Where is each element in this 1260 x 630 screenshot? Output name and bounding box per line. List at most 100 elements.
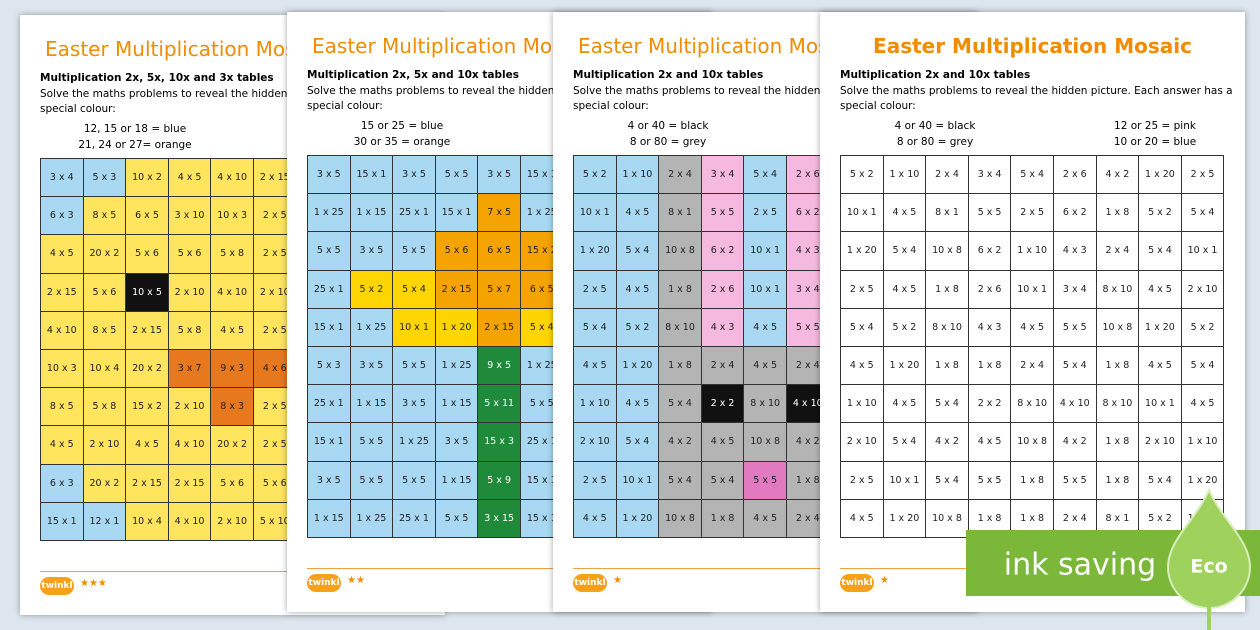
mosaic-cell: 1 x 25 bbox=[393, 423, 436, 462]
mosaic-cell: 1 x 25 bbox=[350, 308, 394, 347]
mosaic-cell: 4 x 3 bbox=[968, 308, 1012, 347]
mosaic-cell: 3 x 5 bbox=[308, 461, 351, 500]
mosaic-cell: 5 x 5 bbox=[1053, 461, 1097, 500]
mosaic-cell: 2 x 6 bbox=[701, 270, 745, 309]
mosaic-cell: 12 x 1 bbox=[83, 502, 127, 541]
mosaic-cell: 4 x 5 bbox=[616, 194, 660, 233]
mosaic-cell: 4 x 5 bbox=[41, 426, 84, 465]
mosaic-cell: 3 x 5 bbox=[435, 423, 479, 462]
mosaic-cell: 8 x 5 bbox=[41, 388, 84, 427]
key-line: 8 or 80 = grey bbox=[896, 136, 974, 148]
mosaic-cell: 5 x 4 bbox=[659, 385, 702, 424]
mosaic-cell: 1 x 15 bbox=[435, 385, 479, 424]
mosaic-cell: 3 x 10 bbox=[168, 197, 212, 236]
mosaic-cell: 5 x 5 bbox=[435, 156, 479, 195]
mosaic-cell: 8 x 5 bbox=[83, 311, 127, 350]
key-line: 4 or 40 = black bbox=[627, 120, 709, 132]
mosaic-cell: 4 x 5 bbox=[574, 346, 617, 386]
mosaic-cell: 5 x 5 bbox=[308, 232, 351, 271]
mosaic-cell: 2 x 5 bbox=[841, 461, 884, 500]
mosaic-cell: 3 x 5 bbox=[308, 156, 351, 195]
mosaic-cell: 5 x 2 bbox=[616, 308, 660, 347]
mosaic-cell: 1 x 8 bbox=[1096, 461, 1140, 500]
mosaic-cell: 3 x 4 bbox=[968, 156, 1012, 195]
mosaic-cell: 1 x 20 bbox=[435, 308, 479, 347]
mosaic-cell: 5 x 6 bbox=[126, 235, 169, 274]
mosaic-cell: 5 x 6 bbox=[83, 273, 127, 312]
mosaic-cell: 1 x 8 bbox=[1096, 423, 1140, 462]
mosaic-cell: 9 x 5 bbox=[478, 346, 521, 386]
mosaic-cell: 1 x 8 bbox=[968, 499, 1012, 538]
mosaic-cell: 5 x 4 bbox=[1139, 461, 1182, 500]
mosaic-cell: 15 x 1 bbox=[350, 156, 394, 195]
mosaic-cell: 15 x 1 bbox=[308, 308, 351, 347]
mosaic-cell: 4 x 5 bbox=[168, 159, 212, 198]
mosaic-cell: 5 x 5 bbox=[435, 499, 479, 538]
mosaic-cell: 5 x 8 bbox=[211, 235, 254, 274]
logo: twinkl bbox=[40, 577, 74, 595]
mosaic-cell: 10 x 8 bbox=[1011, 423, 1054, 462]
mosaic-cell: 1 x 25 bbox=[308, 194, 351, 233]
mosaic-cell: 8 x 10 bbox=[1096, 385, 1140, 424]
mosaic-cell: 4 x 10 bbox=[41, 311, 84, 350]
mosaic-cell: 10 x 2 bbox=[126, 159, 169, 198]
mosaic-cell: 2 x 5 bbox=[1011, 194, 1054, 233]
mosaic-cell: 4 x 5 bbox=[883, 270, 927, 309]
key-line: 10 or 20 = blue bbox=[1113, 136, 1197, 148]
mosaic-cell: 1 x 15 bbox=[308, 499, 351, 538]
mosaic-cell: 4 x 5 bbox=[744, 308, 787, 347]
mosaic-cell: 8 x 10 bbox=[1011, 385, 1054, 424]
mosaic-cell: 2 x 10 bbox=[574, 423, 617, 462]
mosaic-cell: 4 x 5 bbox=[841, 346, 884, 386]
mosaic-cell: 5 x 11 bbox=[478, 385, 521, 424]
mosaic-cell: 2 x 10 bbox=[211, 502, 254, 541]
mosaic-cell: 4 x 10 bbox=[1053, 385, 1097, 424]
subtitle: Multiplication 2x and 10x tables bbox=[840, 69, 1031, 81]
mosaic-cell: 10 x 3 bbox=[211, 197, 254, 236]
mosaic-cell: 5 x 4 bbox=[1011, 156, 1054, 195]
mosaic-cell: 4 x 5 bbox=[616, 270, 660, 309]
colour-key: 12, 15 or 18 = blue 21, 24 or 27= orange bbox=[35, 121, 235, 153]
mosaic-cell: 15 x 1 bbox=[435, 194, 479, 233]
logo: twinkl bbox=[840, 574, 874, 592]
mosaic-cell: 2 x 5 bbox=[744, 194, 787, 233]
key-line: 30 or 35 = orange bbox=[353, 136, 451, 148]
mosaic-cell: 2 x 10 bbox=[1139, 423, 1182, 462]
mosaic-cell: 8 x 1 bbox=[1096, 499, 1140, 538]
mosaic-cell: 1 x 8 bbox=[1096, 346, 1140, 386]
mosaic-cell: 2 x 4 bbox=[701, 346, 745, 386]
mosaic-cell: 8 x 10 bbox=[659, 308, 702, 347]
mosaic-cell: 5 x 4 bbox=[659, 461, 702, 500]
difficulty-stars: ★ bbox=[880, 575, 889, 586]
mosaic-cell: 10 x 8 bbox=[1096, 308, 1140, 347]
mosaic-cell: 1 x 20 bbox=[1139, 308, 1182, 347]
colour-key: 12 or 25 = pink 10 or 20 = blue bbox=[1055, 118, 1245, 150]
mosaic-cell: 10 x 1 bbox=[393, 308, 436, 347]
mosaic-cell: 5 x 2 bbox=[883, 308, 927, 347]
mosaic-cell: 2 x 10 bbox=[1181, 270, 1225, 309]
mosaic-cell: 10 x 4 bbox=[126, 502, 169, 541]
mosaic-cell: 4 x 10 bbox=[211, 159, 254, 198]
mosaic-cell: 6 x 3 bbox=[41, 464, 84, 503]
key-line: 8 or 80 = grey bbox=[629, 136, 707, 148]
mosaic-cell: 4 x 5 bbox=[616, 385, 660, 424]
mosaic-cell: 2 x 15 bbox=[478, 308, 521, 347]
mosaic-cell: 5 x 6 bbox=[168, 235, 212, 274]
mosaic-cell: 5 x 5 bbox=[350, 423, 394, 462]
mosaic-cell: 2 x 5 bbox=[574, 270, 617, 309]
mosaic-cell: 1 x 20 bbox=[616, 499, 660, 538]
key-line: 12, 15 or 18 = blue bbox=[83, 123, 187, 135]
mosaic-cell: 10 x 8 bbox=[744, 423, 787, 462]
footer-line bbox=[40, 571, 425, 572]
mosaic-cell: 5 x 4 bbox=[841, 308, 884, 347]
mosaic-cell: 4 x 3 bbox=[701, 308, 745, 347]
mosaic-cell: 10 x 8 bbox=[659, 232, 702, 271]
mosaic-cell: 6 x 2 bbox=[968, 232, 1012, 271]
mosaic-cell: 1 x 8 bbox=[1096, 194, 1140, 233]
mosaic-cell: 1 x 20 bbox=[574, 232, 617, 271]
mosaic-cell: 3 x 7 bbox=[168, 349, 212, 389]
mosaic-cell: 1 x 20 bbox=[883, 499, 927, 538]
mosaic-cell: 10 x 5 bbox=[126, 273, 169, 312]
colour-key: 4 or 40 = black 8 or 80 = grey bbox=[835, 118, 1035, 150]
